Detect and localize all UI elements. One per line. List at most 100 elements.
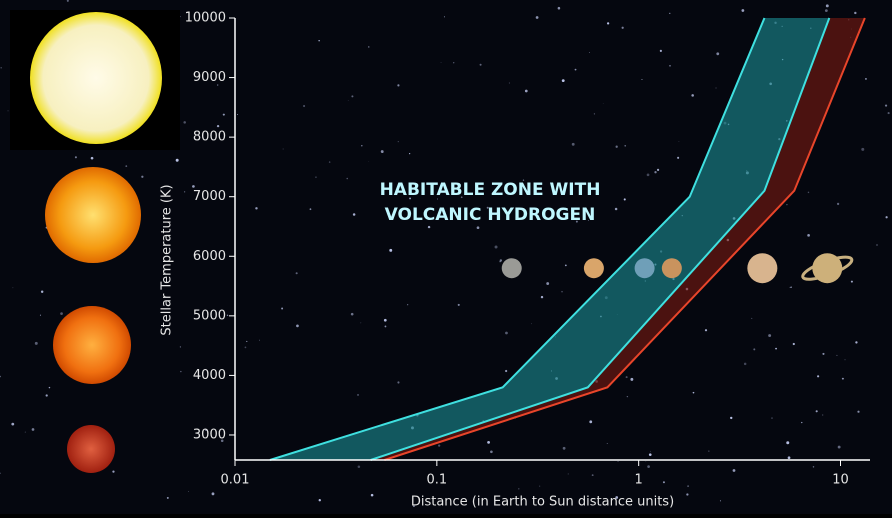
background-star (771, 418, 772, 419)
background-star (441, 62, 442, 63)
background-star (642, 79, 643, 80)
background-star (669, 13, 670, 14)
background-star (438, 444, 440, 446)
background-star (720, 500, 721, 501)
planet (662, 258, 682, 278)
background-star (91, 157, 94, 160)
background-star (657, 169, 659, 171)
background-star (357, 394, 358, 395)
background-star (167, 497, 169, 499)
background-star (368, 46, 369, 47)
background-star (398, 141, 399, 142)
star-hot (30, 12, 162, 144)
background-star (788, 456, 791, 459)
background-star (318, 40, 319, 41)
background-star (730, 417, 732, 419)
background-star (509, 82, 510, 83)
background-star (716, 52, 719, 55)
background-star (851, 281, 853, 283)
background-star (490, 450, 493, 453)
background-star (371, 494, 374, 497)
background-star (693, 392, 695, 394)
background-star (46, 394, 48, 396)
background-star (453, 62, 454, 63)
background-star (480, 64, 482, 66)
background-star (539, 486, 540, 487)
background-star (885, 105, 887, 107)
background-star (361, 145, 362, 146)
background-star (630, 378, 633, 381)
background-star (245, 346, 247, 348)
background-star (876, 244, 877, 245)
background-star (575, 69, 577, 71)
background-star (807, 234, 810, 237)
star-red (67, 425, 115, 473)
background-star (589, 420, 592, 423)
background-star (790, 287, 791, 288)
background-star (705, 329, 707, 331)
background-star (654, 171, 656, 173)
background-star (180, 371, 181, 372)
background-star (112, 471, 114, 473)
background-star (565, 264, 567, 266)
background-star (477, 226, 480, 229)
x-tick-label: 0.01 (221, 473, 250, 488)
background-star (255, 207, 257, 209)
background-star (188, 491, 189, 492)
background-star (677, 157, 679, 159)
background-star (487, 441, 490, 444)
y-tick-label: 5000 (193, 308, 226, 323)
background-star (384, 319, 387, 322)
background-star (607, 443, 608, 444)
background-star (310, 208, 312, 210)
background-star (645, 461, 646, 462)
star-cool (53, 306, 131, 384)
star-warm (45, 167, 141, 263)
background-star (741, 9, 744, 12)
background-star (622, 27, 624, 29)
background-star (458, 304, 460, 306)
background-star (822, 353, 824, 355)
background-star (217, 125, 219, 127)
background-star (518, 488, 519, 489)
background-star (183, 121, 186, 124)
background-star (346, 178, 348, 180)
background-star (35, 342, 38, 345)
background-star (281, 308, 283, 310)
background-star (428, 226, 430, 228)
background-star (407, 304, 408, 305)
background-star (888, 112, 890, 114)
background-star (786, 204, 787, 205)
background-star (283, 149, 284, 150)
background-star (886, 216, 888, 218)
background-star (192, 185, 195, 188)
background-star (744, 363, 746, 365)
background-star (836, 355, 837, 356)
background-star (826, 4, 829, 7)
background-star (857, 411, 859, 413)
background-star (505, 332, 508, 335)
background-star (184, 191, 185, 192)
background-star (753, 348, 755, 350)
y-tick-label: 7000 (193, 189, 226, 204)
background-star (562, 79, 565, 82)
background-star (603, 103, 604, 104)
background-star (854, 12, 856, 14)
background-star (691, 94, 694, 97)
background-star (650, 451, 651, 452)
background-star (495, 246, 498, 249)
background-star (663, 481, 665, 483)
background-star (660, 50, 662, 52)
background-star (592, 474, 594, 476)
background-star (536, 16, 539, 19)
background-star (381, 150, 384, 153)
background-star (296, 272, 298, 274)
background-star (41, 291, 43, 293)
background-star (865, 78, 867, 80)
background-star (389, 249, 392, 252)
background-star (227, 315, 228, 316)
background-star (647, 465, 650, 468)
background-star (775, 348, 777, 350)
background-star (817, 375, 819, 377)
page: 3000400050006000700080009000100000.010.1… (0, 0, 892, 518)
